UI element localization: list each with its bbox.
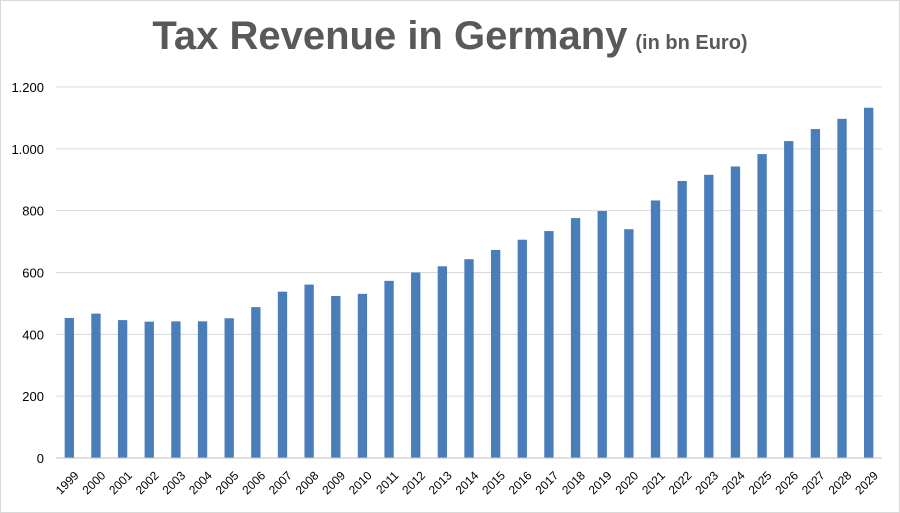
x-tick-label: 2029: [852, 468, 881, 497]
bar-2000: [91, 313, 101, 458]
x-tick-label: 2026: [772, 468, 801, 497]
bar-2006: [251, 307, 261, 458]
bar-2029: [864, 107, 874, 458]
bar-2021: [650, 200, 661, 458]
x-tick-label: 2007: [266, 468, 295, 497]
x-tick-label: 2028: [826, 468, 855, 497]
x-tick-label: 2001: [106, 468, 135, 497]
chart-subtitle: (in bn Euro): [635, 32, 748, 54]
x-tick-label: 2017: [532, 468, 561, 497]
x-tick-label: 2013: [426, 468, 455, 497]
x-tick-label: 1999: [53, 468, 82, 497]
x-tick-label: 2004: [186, 468, 215, 497]
bar-2004: [197, 321, 208, 458]
x-tick-label: 2002: [133, 468, 162, 497]
bar-2016: [517, 239, 527, 458]
x-tick-label: 2027: [799, 468, 828, 497]
x-tick-label: 2023: [692, 468, 721, 497]
bar-2009: [331, 295, 341, 458]
x-tick-label: 2005: [213, 468, 242, 497]
x-tick-label: 2010: [346, 468, 375, 497]
bar-2001: [117, 320, 128, 458]
x-tick-label: 2014: [453, 468, 482, 497]
chart-title-main: Tax Revenue in Germany: [152, 14, 628, 58]
bar-2025: [757, 154, 767, 458]
bar-2002: [144, 321, 154, 458]
bar-2005: [224, 318, 234, 458]
bar-2012: [411, 272, 421, 458]
x-tick-label: 2020: [612, 468, 641, 497]
x-axis-ticks: 1999200020012002200320042005200620072008…: [53, 468, 881, 497]
x-tick-label: 2006: [239, 468, 268, 497]
bar-2017: [544, 231, 554, 458]
bar-1999: [64, 317, 74, 458]
x-tick-label: 2012: [399, 468, 428, 497]
bar-2014: [464, 259, 474, 458]
bar-2026: [784, 141, 794, 458]
y-tick-label: 1.200: [11, 80, 44, 95]
x-tick-label: 2008: [293, 468, 322, 497]
x-tick-label: 2011: [373, 468, 401, 496]
bar-2018: [570, 218, 581, 458]
y-tick-label: 800: [22, 204, 44, 219]
bar-2010: [357, 293, 368, 458]
bar-2024: [730, 166, 741, 459]
x-tick-label: 2021: [639, 468, 668, 497]
bar-2015: [490, 249, 501, 458]
bar-2022: [677, 180, 687, 458]
y-tick-label: 400: [22, 327, 44, 342]
bar-2028: [837, 118, 847, 458]
bar-2007: [277, 291, 288, 458]
y-tick-label: 200: [22, 389, 44, 404]
x-tick-label: 2009: [319, 468, 348, 497]
y-tick-label: 1.000: [11, 142, 44, 157]
chart-title: Tax Revenue in Germany (in bn Euro): [0, 14, 900, 59]
y-axis-ticks: 0 200 400 600 800 1.000 1.200: [11, 80, 44, 466]
bar-2027: [810, 129, 821, 458]
x-tick-label: 2019: [586, 468, 615, 497]
bar-2020: [624, 229, 634, 458]
x-tick-label: 2022: [666, 468, 695, 497]
x-tick-label: 2015: [479, 468, 508, 497]
x-tick-label: 2016: [506, 468, 535, 497]
bar-2003: [171, 321, 181, 458]
bar-2019: [597, 210, 607, 458]
bar-2011: [384, 280, 394, 458]
x-tick-label: 2003: [159, 468, 188, 497]
bar-2008: [304, 284, 314, 458]
y-tick-label: 600: [22, 266, 44, 281]
bar-2013: [437, 266, 448, 458]
x-tick-label: 2018: [559, 468, 588, 497]
x-tick-label: 2024: [719, 468, 748, 497]
bar-2023: [704, 174, 714, 458]
bars: [64, 107, 874, 459]
gridlines: [56, 86, 882, 397]
x-tick-label: 2025: [746, 468, 775, 497]
y-tick-label: 0: [37, 451, 44, 466]
x-tick-label: 2000: [80, 468, 109, 497]
